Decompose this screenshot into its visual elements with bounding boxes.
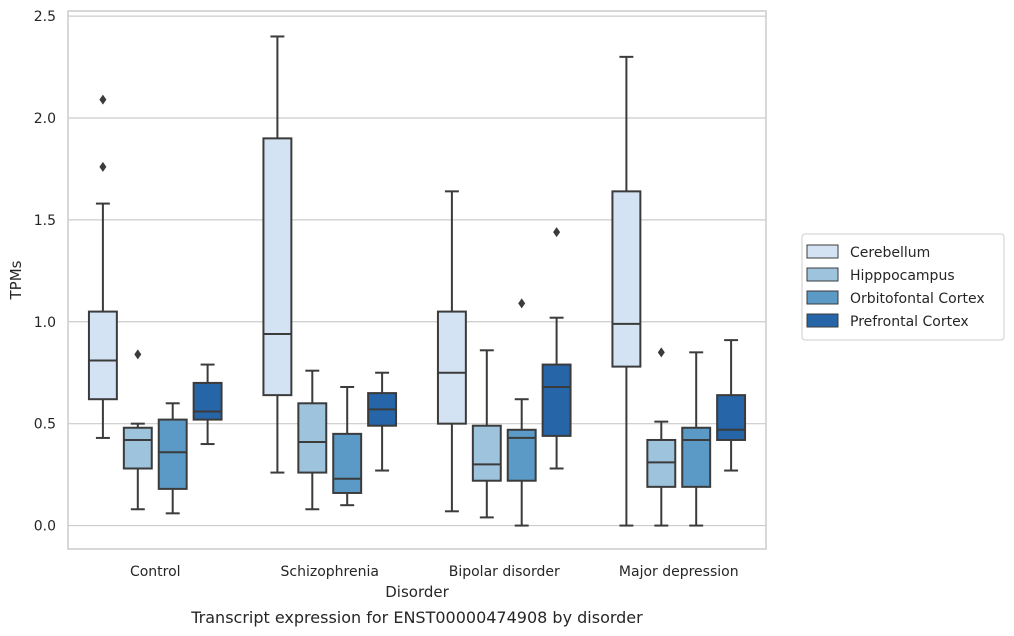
x-axis-label: Disorder <box>385 583 449 601</box>
legend-swatch <box>806 313 839 328</box>
box-orbitofontal-cortex <box>681 351 712 527</box>
box-prefrontal-cortex <box>367 371 398 472</box>
box-iqr <box>436 310 467 425</box>
box-orbitofontal-cortex <box>332 385 363 507</box>
y-axis-label: TPMs <box>7 260 25 300</box>
legend-swatch <box>806 267 839 282</box>
box-iqr <box>541 363 572 437</box>
box-orbitofontal-cortex <box>157 402 188 515</box>
legend-swatch <box>806 290 839 305</box>
x-tick-label: Major depression <box>619 564 739 580</box>
outlier-point <box>657 347 665 358</box>
outlier-point <box>518 298 526 309</box>
chart-caption: Transcript expression for ENST0000047490… <box>190 608 643 627</box>
box-cerebellum <box>436 190 467 513</box>
box-hipppocampus <box>646 347 677 527</box>
legend: Cerebellum Hipppocampus Orbitofontal Corte… <box>801 233 1005 341</box>
x-tick-label: Schizophrenia <box>281 564 379 580</box>
box-layer <box>87 35 747 527</box>
box-iqr <box>332 432 363 494</box>
x-tick-label: Control <box>130 564 181 580</box>
box-iqr <box>716 394 747 441</box>
box-iqr <box>297 402 328 474</box>
y-tick-label: 0.5 <box>34 417 56 433</box>
box-orbitofontal-cortex <box>506 298 537 527</box>
outlier-point <box>134 349 142 360</box>
x-tick-label: Bipolar disorder <box>449 564 560 580</box>
legend-label: Hipppocampus <box>850 268 955 284</box>
box-hipppocampus <box>471 349 502 519</box>
box-iqr <box>471 424 502 482</box>
outlier-point <box>99 94 107 105</box>
y-tick-label: 1.5 <box>34 213 56 229</box>
y-tick-label: 2.0 <box>34 111 56 127</box>
box-iqr <box>192 381 223 421</box>
box-iqr <box>87 310 118 401</box>
box-iqr <box>262 137 293 397</box>
box-prefrontal-cortex <box>192 363 223 446</box>
x-tick-labels: Control Schizophrenia Bipolar disorder Majo… <box>130 564 739 580</box>
y-tick-label: 2.5 <box>34 9 56 25</box>
box-iqr <box>611 190 642 368</box>
box-cerebellum <box>87 94 118 439</box>
plot-frame <box>67 10 767 550</box>
box-cerebellum <box>611 55 642 527</box>
legend-label: Orbitofontal Cortex <box>850 291 985 307</box>
box-hipppocampus <box>122 349 153 511</box>
box-hipppocampus <box>297 369 328 511</box>
box-cerebellum <box>262 35 293 474</box>
y-tick-label: 0.0 <box>34 519 56 535</box>
box-prefrontal-cortex <box>541 227 572 470</box>
box-prefrontal-cortex <box>716 339 747 472</box>
legend-label: Prefrontal Cortex <box>850 314 969 330</box>
y-tick-labels: 0.0 0.5 1.0 1.5 2.0 2.5 <box>34 9 56 534</box>
box-iqr <box>122 426 153 470</box>
legend-swatch <box>806 244 839 259</box>
y-tick-label: 1.0 <box>34 315 56 331</box>
outlier-point <box>99 161 107 172</box>
box-iqr <box>157 418 188 490</box>
legend-frame <box>801 233 1005 341</box>
outlier-point <box>553 227 561 238</box>
legend-label: Cerebellum <box>850 245 930 261</box>
box-iqr <box>681 426 712 488</box>
box-iqr <box>646 438 677 488</box>
